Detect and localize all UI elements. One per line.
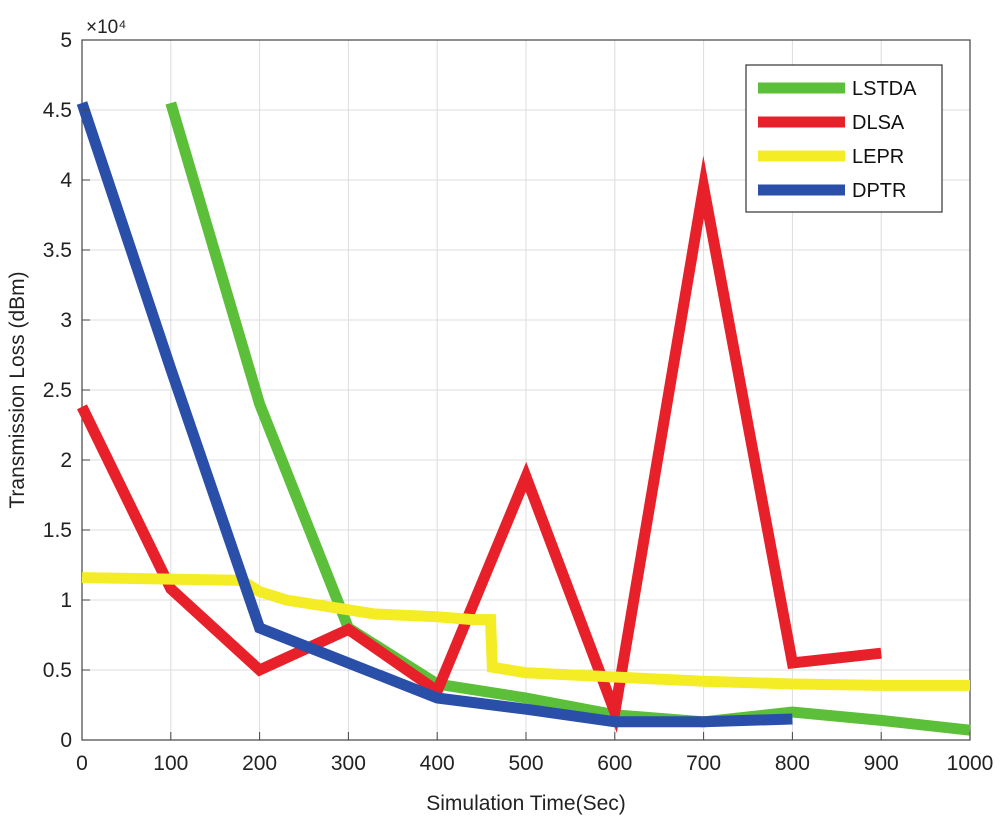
y-tick-label: 5 — [60, 29, 72, 52]
legend-label-dptr: DPTR — [852, 180, 906, 202]
series-line-dlsa — [77, 155, 882, 733]
x-tick-label: 200 — [242, 752, 277, 775]
y-axis-title: Transmission Loss (dBm) — [6, 271, 29, 508]
x-tick-label: 800 — [775, 752, 810, 775]
x-tick-label: 0 — [76, 752, 88, 775]
y-tick-label: 2 — [60, 449, 72, 472]
y-tick-label: 2.5 — [43, 379, 72, 402]
legend-label-lepr: LEPR — [852, 146, 904, 168]
y-tick-label: 1.5 — [43, 519, 72, 542]
x-tick-label: 100 — [153, 752, 188, 775]
x-tick-label: 300 — [331, 752, 366, 775]
x-axis-title: Simulation Time(Sec) — [426, 792, 626, 815]
y-axis-ticks: 0 0.5 1 1.5 2 2.5 3 3.5 4 4.5 5 — [43, 29, 90, 752]
series-line-lstda — [165, 101, 971, 736]
series-line-lepr — [81, 572, 970, 691]
y-tick-label: 3.5 — [43, 239, 72, 262]
y-tick-label: 0.5 — [43, 659, 72, 682]
x-axis-ticks: 0 100 200 300 400 500 600 700 800 900 1000 — [76, 732, 993, 775]
x-tick-label: 500 — [508, 752, 543, 775]
x-tick-label: 700 — [686, 752, 721, 775]
y-tick-label: 0 — [60, 729, 72, 752]
y-tick-label: 1 — [60, 589, 72, 612]
y-tick-label: 4 — [60, 169, 72, 192]
x-tick-label: 900 — [864, 752, 899, 775]
legend-label-lstda: LSTDA — [852, 78, 917, 100]
y-tick-label: 3 — [60, 309, 72, 332]
y-tick-label: 4.5 — [43, 99, 72, 122]
series-lines — [76, 101, 971, 736]
x-tick-label: 400 — [420, 752, 455, 775]
y-axis-exponent-label: ×10⁴ — [86, 17, 126, 38]
legend-label-dlsa: DLSA — [852, 112, 905, 134]
x-tick-label: 1000 — [947, 752, 994, 775]
legend: LSTDA DLSA LEPR DPTR — [745, 64, 943, 213]
series-line-dptr — [76, 101, 793, 728]
x-tick-label: 600 — [597, 752, 632, 775]
